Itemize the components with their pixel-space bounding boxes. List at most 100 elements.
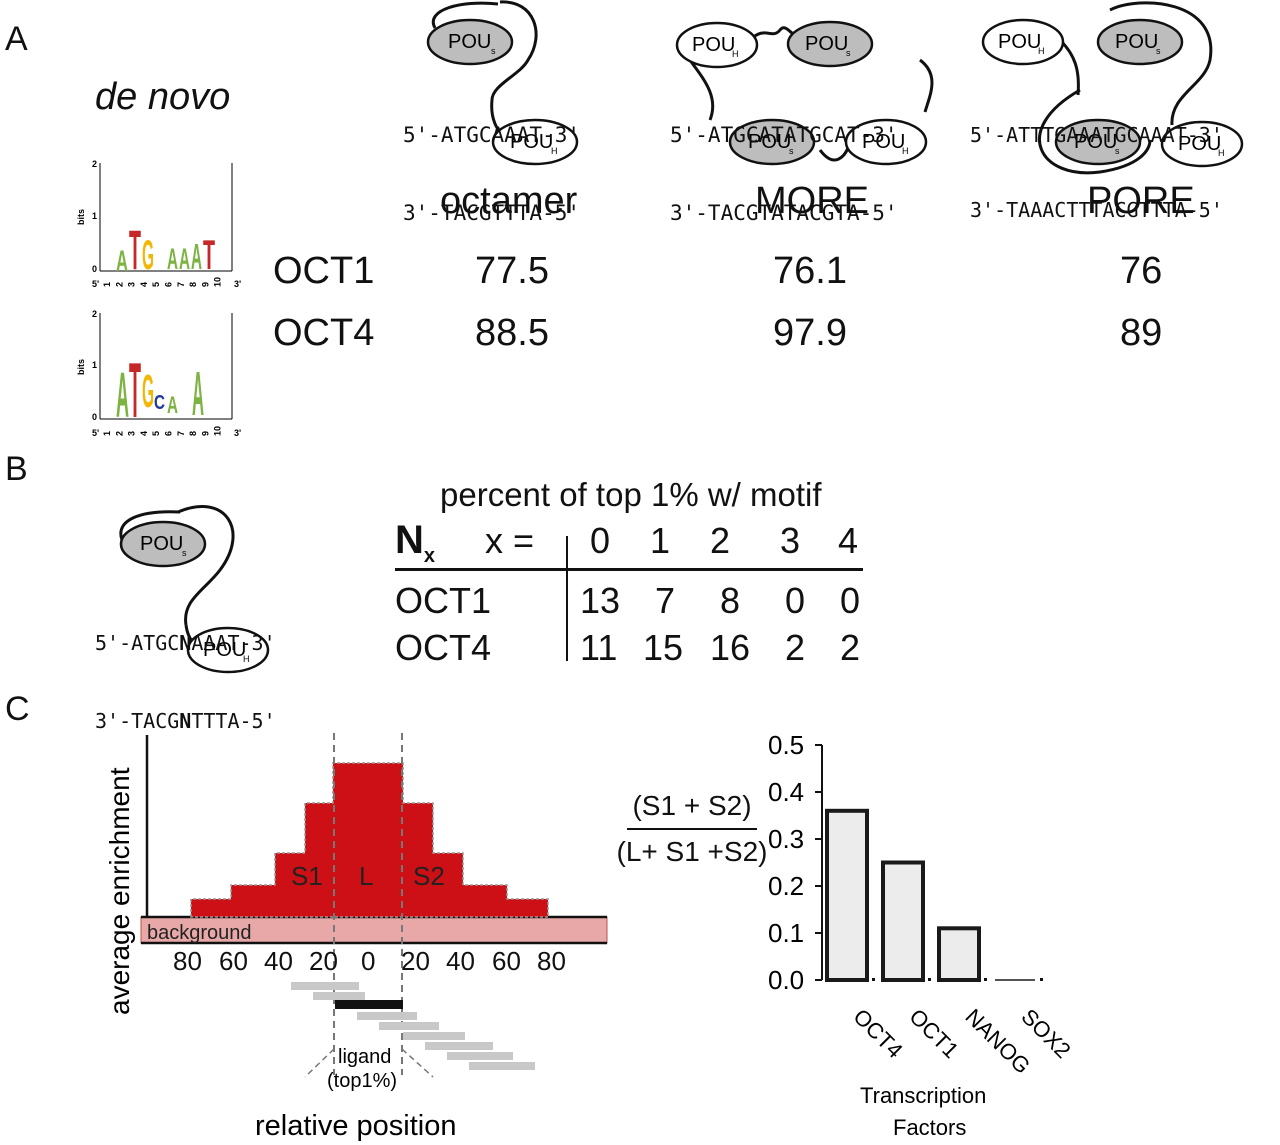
bar-chart-bars [825,808,1043,983]
x-category-label: OCT4 [848,1004,907,1063]
logo-position-label: 3 [127,282,137,287]
logo-oct1-letter: A [191,236,202,277]
logo-oct1-letter: G [142,231,154,278]
pore-diagram: POU H POU s POU s POU H [981,1,1244,175]
logo-position-label: 9 [200,282,210,287]
seq-top-n: N [179,631,192,655]
logo-position-label: 4 [139,431,149,436]
panel-letter-a: A [5,20,28,58]
x-tick: 80 [537,946,566,976]
background-label: background [147,922,252,944]
bar-chart-y-axis: 0.0 0.1 0.2 0.3 0.4 0.5 [768,730,823,995]
x-value-4: 4 [838,520,859,561]
b-oct1-x3: 0 [785,580,806,621]
cell-oct4-pore: 89 [1120,312,1163,354]
fraction-denominator: (L+ S1 +S2) [616,836,768,867]
b-row-label-oct4: OCT4 [395,627,492,668]
column-pore: PORE [1087,180,1195,222]
octamer-sequence: 5'-ATGCAAAT-3' 3'-TACGTTTA-5' [403,70,580,252]
logo-oct4-5prime: 5' [92,428,99,438]
logo-oct1-letter: A [116,245,128,278]
panel-b-seq-top: 5'-ATGCNAAAT-3' [95,630,276,656]
logo-oct1-letter: A [167,243,178,276]
x-value-1: 1 [650,520,671,561]
b-oct1-x0: 13 [580,580,621,621]
fraction-bar [627,828,757,830]
cell-oct1-more: 76.1 [773,250,847,292]
pou-h-sub: H [1038,46,1045,56]
x-value-2: 2 [710,520,731,561]
logo-position-label: 6 [164,282,174,287]
logo-position-label: 9 [200,431,210,436]
panel-b-seq-bottom: 3'-TACGNTTTA-5' [95,708,276,734]
pou-s-sub: s [491,46,496,56]
logo-oct1-ylabel: bits [76,209,86,225]
panel-b-sequence: 5'-ATGCNAAAT-3' 3'-TACGNTTTA-5' [95,578,276,760]
fraction-numerator: (S1 + S2) [632,790,752,821]
read-segments [291,982,535,1070]
bar-separator-dot [872,978,875,981]
pou-s-label: POU [1115,31,1158,53]
bar-chart-xlabel-line2: Factors [893,1115,966,1140]
panel-letter-c: C [5,690,30,728]
logo-oct4-letter: A [192,360,204,429]
logo-oct1-letter: A [179,243,190,276]
nx-n: N [395,518,424,562]
logo-oct1-5prime: 5' [92,279,99,289]
cell-oct1-pore: 76 [1120,250,1163,292]
logo-position-label: 4 [139,282,149,287]
logo-oct1-tick-0: 0 [92,264,97,274]
logo-oct1-letter: T [129,218,141,281]
bar-chart-xlabel-line1: Transcription [860,1083,986,1108]
logo-position-label: 2 [114,431,124,436]
x-value-0: 0 [590,520,611,561]
x-tick: 60 [492,946,521,976]
column-octamer: octamer [440,180,578,222]
octamer-diagram: POU s POU H [426,0,579,166]
pou-s-label: POU [1074,131,1117,153]
seq-bottom-n: N [179,709,192,733]
b-oct1-x2: 8 [720,580,741,621]
x-tick: 40 [264,946,293,976]
x-value-3: 3 [780,520,801,561]
logo-oct1: bits 2 1 0 5' 3' 1 2 3 4 5 6 7 8 9 10 A T G A A A… [76,159,241,289]
logo-oct4-letter: C [154,392,165,414]
pou-s-sub: s [1115,146,1120,156]
table-b-vertical-rule [566,536,568,661]
logo-oct1-3prime: 3' [234,279,241,289]
pou-h-sub: H [732,49,739,59]
logo-position-label: 3 [127,431,137,436]
bar [881,860,925,982]
logo-oct4-letter: A [167,392,178,419]
cell-oct1-octamer: 77.5 [475,250,549,292]
logo-position-label: 10 [213,277,223,287]
b-row-label-oct1: OCT1 [395,580,492,621]
row-label-oct1: OCT1 [273,250,375,292]
more-seq-top: 5'-ATGCATATGCAT-3' [670,123,898,147]
nx-label: Nx [395,518,435,568]
x-tick: 20 [401,946,430,976]
logo-position-label: 1 [102,282,112,287]
octamer-seq-bottom: 3'-TACGTTTA-5' [403,201,581,225]
pou-s-sub: s [789,146,794,156]
logo-oct1-tick-2: 2 [92,159,97,169]
table-b-horizontal-rule [395,568,863,571]
y-tick-label: 0.1 [768,918,804,948]
logo-position-label: 1 [102,431,112,436]
logo-oct4-letter: T [129,346,141,434]
pou-s-sub: s [846,48,851,58]
region-s1-label: S1 [291,861,323,891]
cell-oct4-octamer: 88.5 [475,312,549,354]
bar [937,926,981,983]
table-b-title: percent of top 1% w/ motif [440,476,822,513]
region-l-label: L [359,861,373,891]
seq-top-post: AAAT-3' [191,631,276,655]
logo-oct4-tick-1: 1 [92,360,97,370]
bar-separator-dot [1040,978,1043,981]
seq-bottom-pre: 3'-TACG [95,709,180,733]
logo-position-label: 5 [151,282,161,287]
pou-h-sub: H [551,146,558,156]
logo-position-label: 2 [114,282,124,287]
more-sequence: 5'-ATGCATATGCAT-3' 3'-TACGTATACGTA-5' [670,70,898,252]
